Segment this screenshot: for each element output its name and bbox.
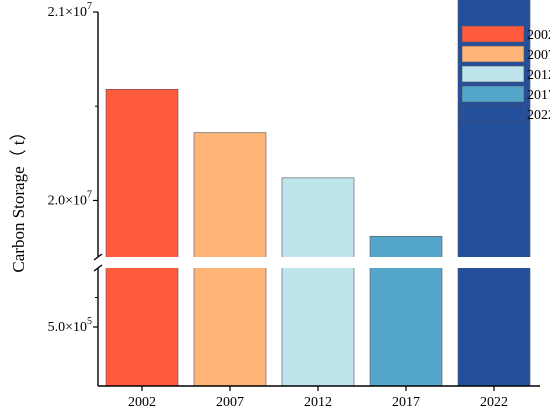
x-tick-label-2012: 2012 [304, 395, 332, 410]
y-tick-label: 5.0×105 [48, 316, 92, 335]
legend-label-2022: 2022 [527, 108, 550, 123]
legend-label-2012: 2012 [527, 68, 550, 83]
bar-2022 [457, 0, 531, 387]
axis-break-mark-top [93, 253, 103, 261]
bar-2012 [281, 177, 355, 387]
axis-break-band [99, 257, 541, 268]
x-tick-label-2017: 2017 [392, 395, 420, 410]
legend-swatch-2012 [461, 65, 525, 83]
legend-swatch-2007 [461, 45, 525, 63]
x-tick-label-2007: 2007 [216, 395, 244, 410]
y-tick-label: 2.1×107 [48, 1, 92, 20]
axes-group: 5.0×105 2.0×107 2.1×107 2002 2007 2012 2017 202… [48, 1, 540, 410]
y-tick-label: 2.0×107 [48, 189, 92, 208]
legend-label-2002: 2002 [527, 28, 550, 43]
bars-group [105, 0, 531, 387]
legend-label-2007: 2007 [527, 48, 550, 63]
axis-break-mark-bottom [93, 264, 103, 272]
x-tick-label-2022: 2022 [480, 395, 508, 410]
legend-swatch-2017 [461, 85, 525, 103]
x-tick-label-2002: 2002 [128, 395, 156, 410]
legend-swatch-2022 [461, 105, 525, 123]
legend-swatch-2002 [461, 25, 525, 43]
y-axis-label: Carbon Storage（ t） [9, 123, 28, 272]
legend: 2002 2007 2012 2017 2022 [461, 25, 550, 123]
legend-label-2017: 2017 [527, 88, 550, 103]
bar-2002 [105, 88, 179, 387]
